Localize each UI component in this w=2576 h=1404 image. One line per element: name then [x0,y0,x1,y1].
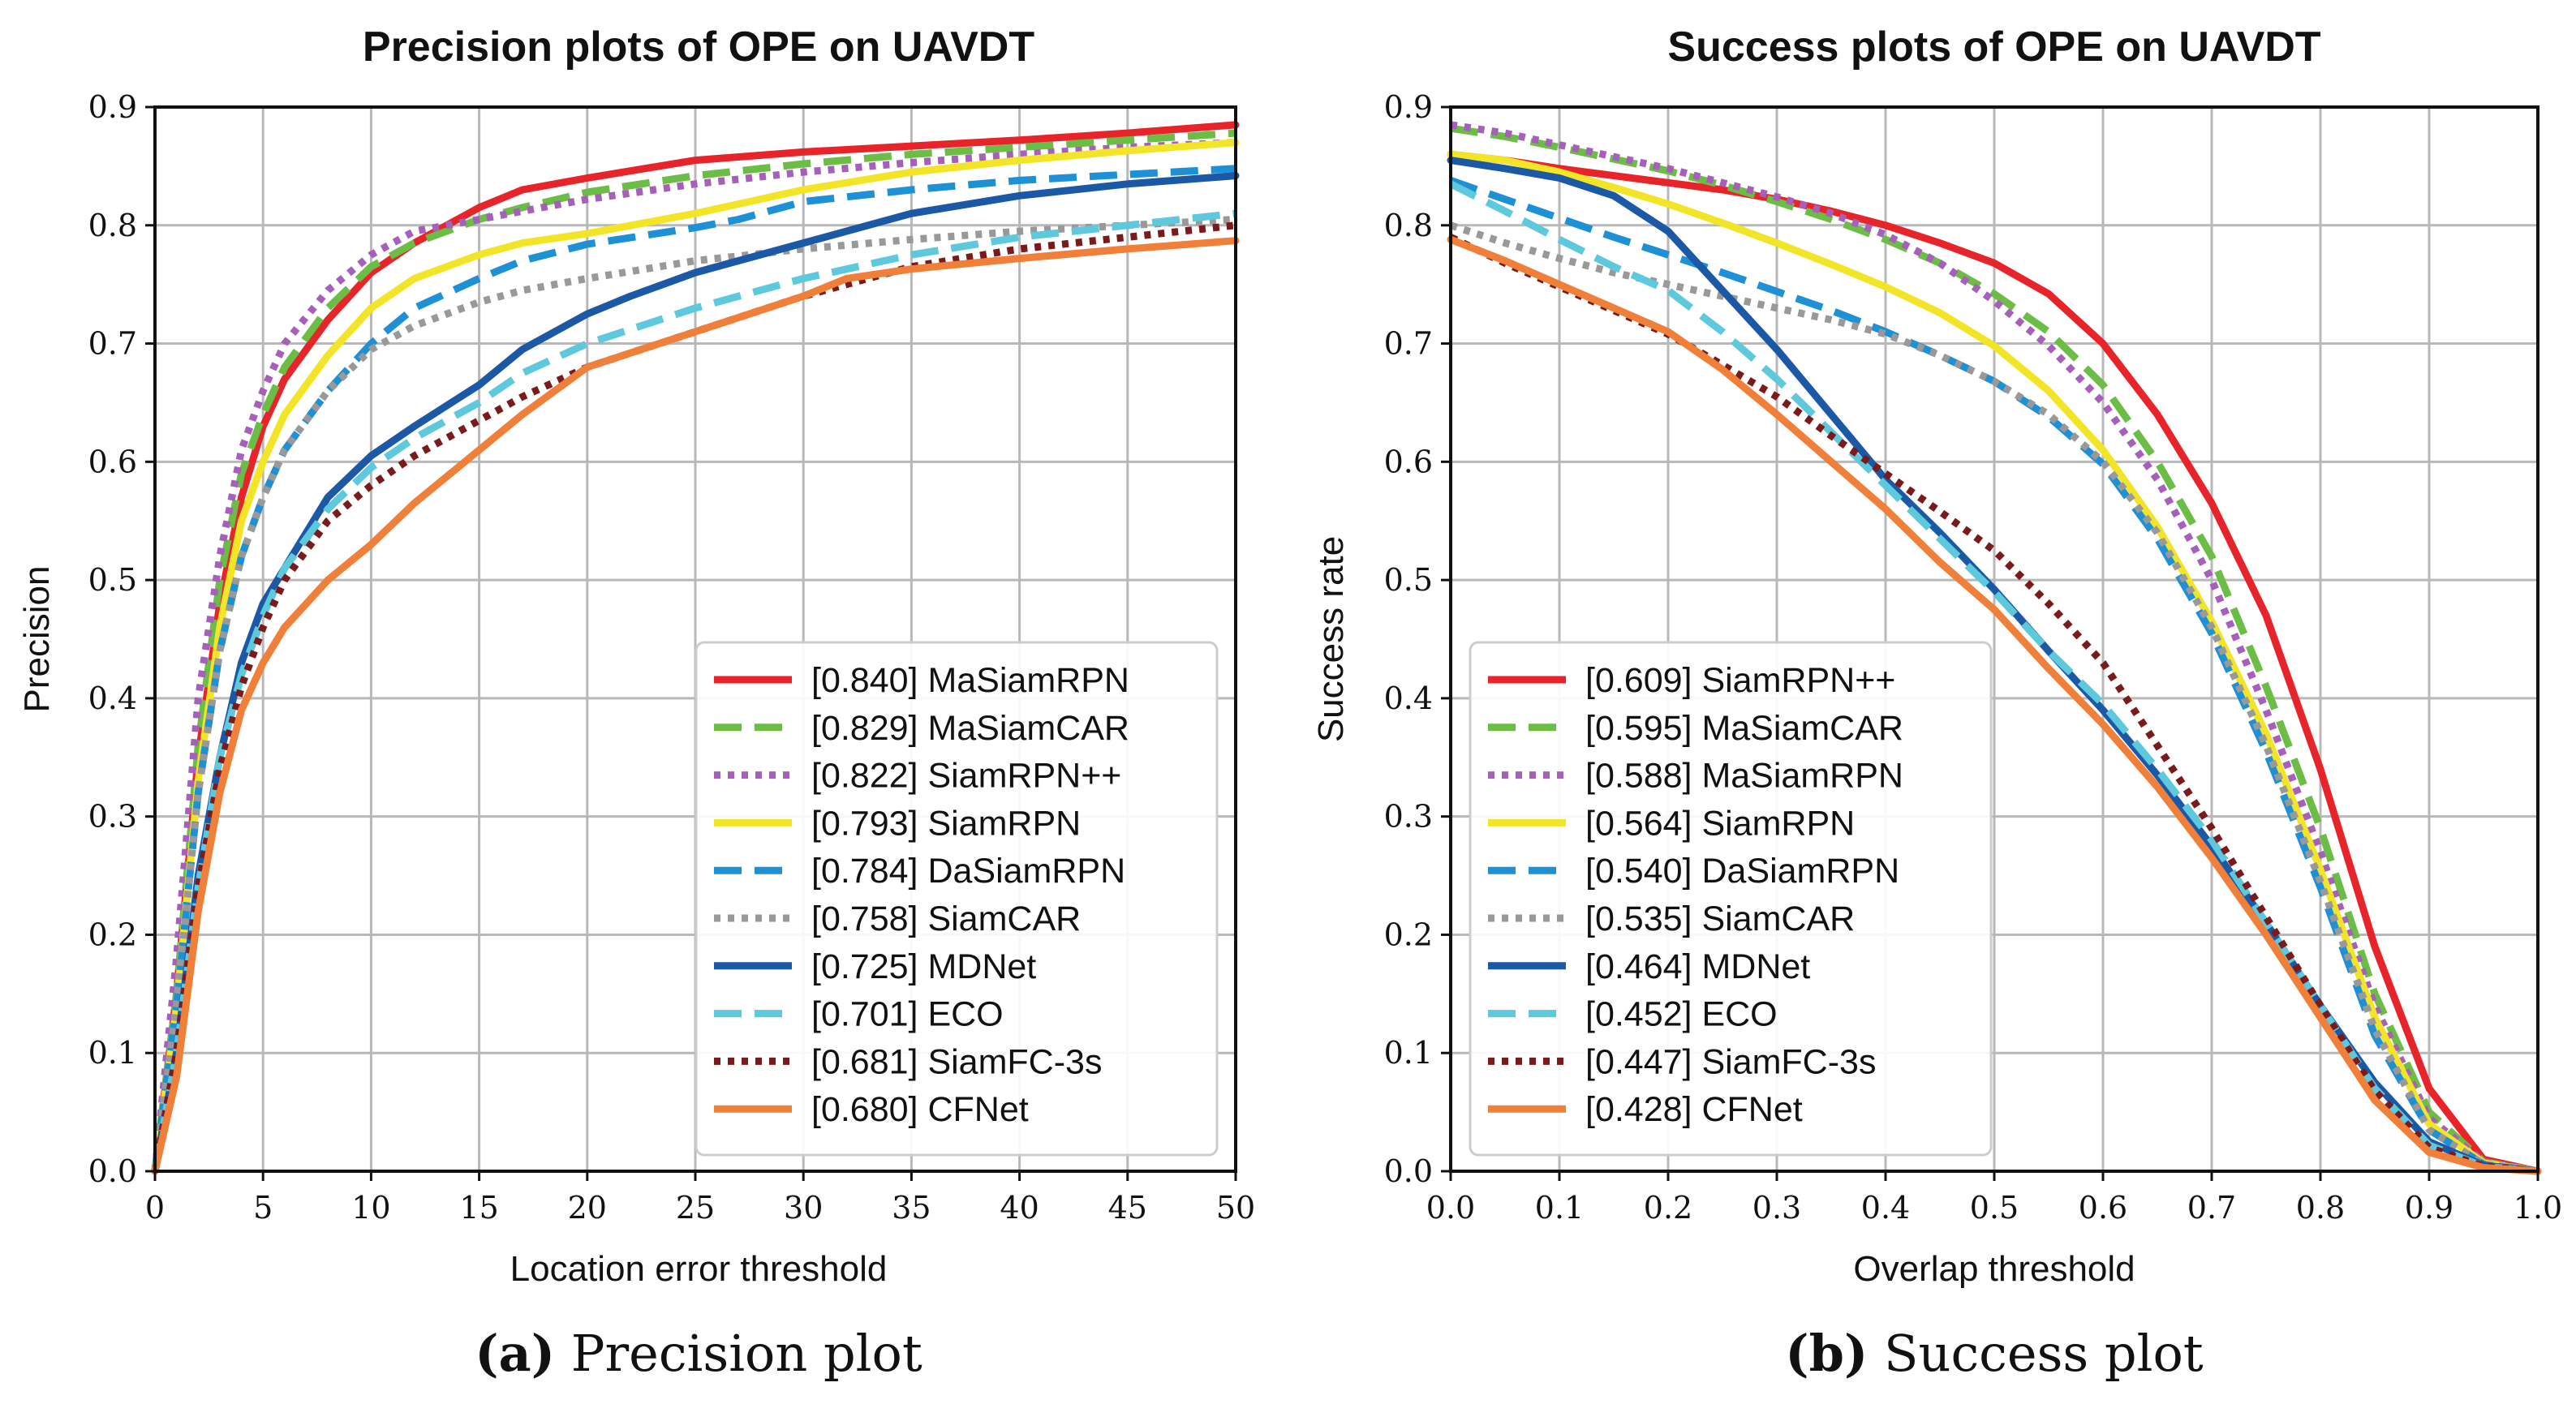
precision-plot-legend-label: [0.725] MDNet [811,947,1036,986]
precision-plot-xtick-label: 25 [676,1190,715,1226]
success-plot-legend-box [1469,641,1993,1157]
precision-plot-ytick-label: 0.8 [88,208,137,243]
success-plot-legend-label: [0.564] SiamRPN [1585,804,1855,843]
success-plot-legend-label: [0.452] ECO [1585,995,1778,1034]
success-plot-xtick-label: 0.1 [1535,1190,1584,1226]
success-plot-xlabel: Overlap threshold [1853,1249,2135,1289]
precision-plot-panel: Precision plots of OPE on UAVDT Location… [17,24,1255,1383]
precision-plot-legend-label: [0.701] ECO [811,995,1004,1034]
precision-plot-caption-text: Precision plot [571,1324,922,1383]
success-plot-legend: [0.609] SiamRPN++ [0.595] MaSiamCAR [0.588… [1469,641,1993,1157]
success-plot-ytick-label: 0.7 [1384,326,1433,362]
success-plot-xtick-label: 0.4 [1861,1190,1910,1226]
precision-plot-ytick-label: 0.9 [88,89,137,125]
precision-plot-xtick-label: 50 [1216,1190,1255,1226]
precision-plot-legend-label: [0.784] DaSiamRPN [811,852,1125,891]
precision-plot-legend: [0.840] MaSiamRPN [0.829] MaSiamCAR [0.822… [695,641,1219,1157]
success-plot-xtick-label: 0.3 [1752,1190,1801,1226]
precision-plot-xtick-label: 0 [145,1190,165,1226]
precision-plot-legend-label: [0.793] SiamRPN [811,804,1081,843]
success-plot-xtick-label: 0.9 [2405,1190,2453,1226]
precision-plot-ylabel: Precision [17,566,57,713]
precision-plot-series-siamfc-3s [151,221,1236,1172]
precision-plot-series-mdnet [151,172,1240,1175]
success-plot-legend-label: [0.540] DaSiamRPN [1585,852,1899,891]
success-plot-series-siamrpn [1447,150,2542,1175]
precision-plot-series-siamrpn [151,139,1240,1175]
precision-plot-axes-frame [153,105,1237,1173]
success-plot-ytick-label: 0.8 [1384,208,1433,243]
success-plot-caption-label: (b) [1785,1324,1868,1383]
precision-plot-ytick-label: 0.4 [88,681,137,716]
success-plot-legend-label: [0.588] MaSiamRPN [1585,757,1903,796]
precision-plot-xtick-label: 35 [892,1190,931,1226]
success-plot-ytick-label: 0.0 [1384,1153,1433,1189]
precision-plot-xtick-label: 45 [1108,1190,1147,1226]
success-plot-series-cfnet [1447,235,2542,1175]
precision-plot-legend-label: [0.680] CFNet [811,1090,1029,1129]
success-plot-panel: Success plots of OPE on UAVDT Overlap th… [1311,24,2562,1383]
success-plot-legend-label: [0.428] CFNet [1585,1090,1803,1129]
precision-plot-ytick-label: 0.7 [88,326,137,362]
success-plot-ytick-label: 0.4 [1384,681,1433,716]
precision-plot-legend-label: [0.758] SiamCAR [811,900,1081,938]
precision-plot-legend-label: [0.822] SiamRPN++ [811,757,1121,796]
success-plot-caption-text: Success plot [1884,1324,2204,1383]
success-plot-xtick-label: 0.7 [2187,1190,2236,1226]
precision-plot-legend-label: [0.840] MaSiamRPN [811,661,1129,700]
success-plot-legend-label: [0.595] MaSiamCAR [1585,709,1903,748]
precision-plot-ytick-label: 0.5 [88,562,137,598]
success-plot-series-siamrpn- [1447,150,2542,1175]
precision-plot-series-siamcar [151,216,1236,1172]
success-plot-series-siamcar [1449,221,2539,1175]
precision-plot-xlabel: Location error threshold [510,1249,888,1289]
success-plot-xtick-label: 0.6 [2079,1190,2127,1226]
precision-plot-legend-label: [0.681] SiamFC-3s [811,1042,1102,1081]
precision-plot-series-siamrpn- [151,139,1236,1172]
success-plot-legend-label: [0.609] SiamRPN++ [1585,661,1895,700]
precision-plot-xtick-label: 30 [784,1190,823,1226]
success-plot-ytick-label: 0.3 [1384,799,1433,835]
precision-plot-legend-label: [0.829] MaSiamCAR [811,709,1129,748]
success-plot-xtick-label: 0.0 [1426,1190,1475,1226]
precision-plot-xtick-label: 20 [568,1190,607,1226]
precision-plot-xtick-label: 40 [1000,1190,1039,1226]
success-plot-caption: (b) Success plot [1785,1324,2203,1383]
precision-plot-series-cfnet [151,237,1240,1175]
success-plot-ytick-label: 0.9 [1384,89,1433,125]
precision-plot-xtick-label: 5 [253,1190,273,1226]
precision-plot-ytick-label: 0.6 [88,444,137,479]
success-plot-ytick-label: 0.2 [1384,917,1433,952]
success-plot-xtick-label: 0.8 [2296,1190,2345,1226]
precision-plot-xtick-label: 10 [351,1190,390,1226]
success-plot-ylabel: Success rate [1311,536,1351,742]
success-plot-xtick-label: 1.0 [2514,1190,2562,1226]
success-plot-ytick-label: 0.6 [1384,444,1433,479]
precision-plot-xtick-label: 15 [459,1190,498,1226]
precision-plot-caption-label: (a) [475,1324,555,1383]
success-plot-axes-frame [1449,105,2539,1173]
success-plot-series-masiamrpn [1450,121,2539,1175]
success-plot-ytick-label: 0.1 [1384,1035,1433,1071]
precision-plot-ytick-label: 0.2 [88,917,137,952]
precision-plot-ytick-label: 0.1 [88,1035,137,1071]
precision-plot-legend-box [695,641,1219,1157]
success-plot-ytick-label: 0.5 [1384,562,1433,598]
success-plot-xtick-label: 0.2 [1644,1190,1692,1226]
success-plot-legend-label: [0.535] SiamCAR [1585,900,1855,938]
precision-plot-title: Precision plots of OPE on UAVDT [363,24,1034,71]
precision-plot-ytick-label: 0.0 [88,1153,137,1189]
success-plot-xtick-label: 0.5 [1970,1190,2019,1226]
success-plot-legend-label: [0.447] SiamFC-3s [1585,1042,1876,1081]
precision-plot-caption: (a) Precision plot [475,1324,922,1383]
success-plot-title: Success plots of OPE on UAVDT [1667,24,2320,71]
precision-plot-ytick-label: 0.3 [88,799,137,835]
success-plot-legend-label: [0.464] MDNet [1585,947,1810,986]
